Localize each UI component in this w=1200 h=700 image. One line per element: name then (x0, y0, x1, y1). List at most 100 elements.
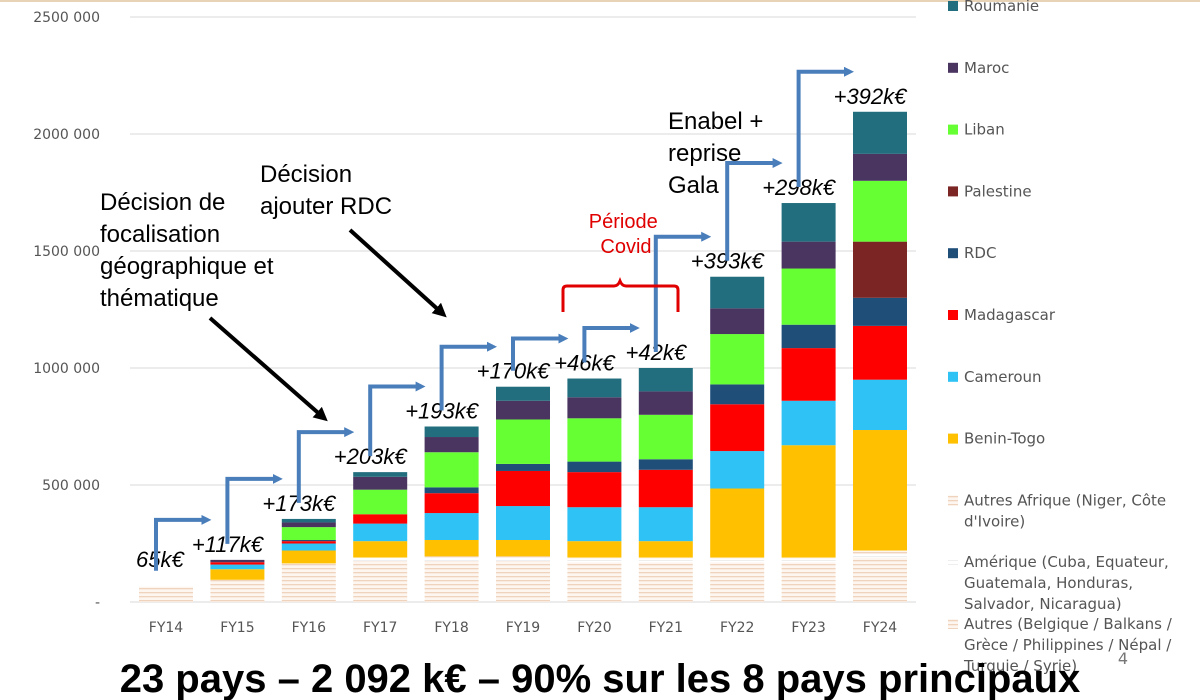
bar-segment (710, 562, 765, 602)
bar-segment (853, 550, 907, 555)
y-tick-label: 1500 000 (33, 244, 100, 260)
bar-segment (781, 558, 836, 563)
growth-arrow (725, 158, 783, 261)
growth-arrow (511, 333, 569, 371)
growth-arrow (368, 381, 426, 457)
annotation-covid: Période Covid (589, 211, 664, 258)
bar-segment (710, 308, 765, 335)
bar-segment (424, 539, 479, 557)
bar-segment (710, 558, 765, 563)
bar-segment (638, 557, 693, 559)
bar-segment (638, 469, 693, 508)
y-tick-label: 2000 000 (33, 127, 100, 143)
bar-segment (853, 325, 907, 380)
bar-segment (853, 153, 907, 181)
legend-label: Maroc (964, 59, 1009, 77)
legend-swatch (948, 495, 958, 506)
legend-swatch (948, 62, 958, 73)
bar-segment (853, 379, 907, 431)
bar-segment (281, 563, 336, 602)
bar-segment (710, 488, 765, 558)
bar-segment (496, 561, 550, 602)
bar-segment (710, 557, 765, 559)
legend-swatch (948, 248, 958, 259)
bar-segment (281, 543, 336, 551)
bar-segment (424, 452, 479, 488)
bar-segment (781, 562, 836, 602)
x-tick-label: FY18 (434, 620, 468, 636)
bar-segment (281, 550, 336, 564)
growth-label: 65k€ (136, 547, 185, 572)
x-axis-tick-labels: FY14 FY15 FY16 FY17 FY18 FY19 FY20 FY21 FY22 FY23… (149, 620, 898, 636)
legend-swatch (948, 186, 958, 197)
bar-segment (638, 541, 693, 558)
bar-segment (710, 334, 765, 385)
legend-label: Roumanie (964, 0, 1039, 15)
bar-segment (853, 430, 907, 551)
y-tick-label: - (95, 595, 100, 611)
bar-segment (496, 463, 550, 471)
growth-arrow (225, 473, 283, 544)
annotation-arrow-focus (208, 316, 328, 422)
bar-segment (567, 541, 622, 558)
legend-swatch (948, 619, 958, 629)
bar-segment (781, 445, 836, 558)
legend: Roumanie Maroc Liban Palestine RDC Madagascar… (948, 0, 1173, 675)
growth-label: +392k€ (834, 84, 909, 109)
page-number: 4 (1118, 649, 1128, 668)
legend-swatch (948, 371, 958, 382)
bar-segment (781, 268, 836, 325)
growth-arrow (154, 514, 212, 571)
legend-label: Benin-Togo (964, 430, 1045, 448)
bar-segment (281, 539, 336, 542)
bar-segment (353, 541, 408, 558)
annotation-arrow-rdc (348, 228, 447, 318)
bar-segment (781, 241, 836, 269)
bar-segment (567, 557, 622, 559)
bar-segment (781, 324, 836, 349)
y-tick-label: 2500 000 (33, 10, 100, 26)
bar-segment (638, 507, 693, 542)
bar-segment (638, 368, 693, 392)
bar-segment (424, 493, 479, 514)
bar-segment (853, 111, 907, 154)
bar-segment (210, 569, 265, 580)
bar-segment (496, 556, 550, 558)
bar-segment (567, 418, 622, 462)
bar-segment (567, 472, 622, 508)
annotation-rdc: Décision ajouter RDC (260, 161, 392, 220)
bar-segment (567, 378, 622, 398)
legend-swatch (948, 557, 958, 568)
bar-segment (281, 527, 336, 540)
bar-segment (353, 476, 408, 490)
bar-segment (424, 513, 479, 540)
bar-segment (353, 557, 408, 562)
bar-segment (139, 586, 193, 602)
bar-segment (710, 276, 765, 309)
bar-segment (710, 384, 765, 405)
bar-segment (638, 459, 693, 470)
bar-segment (638, 562, 693, 602)
x-tick-label: FY24 (863, 620, 898, 636)
bar-segment (424, 426, 479, 438)
bar-segment (710, 404, 765, 452)
bar-segment (567, 558, 622, 563)
legend-label: RDC (964, 244, 996, 262)
growth-arrow (653, 231, 712, 352)
legend-label: Palestine (964, 182, 1032, 200)
bar-segment (853, 241, 907, 298)
bar-segment (638, 391, 693, 415)
bar-segment (781, 348, 836, 401)
bar-segment (496, 470, 550, 507)
bar-segment (496, 400, 550, 420)
legend-swatch (948, 310, 958, 320)
x-tick-label: FY15 (220, 620, 254, 636)
growth-arrow (296, 427, 355, 503)
legend-label: Liban (964, 121, 1005, 139)
growth-arrow (796, 66, 854, 188)
bar-segment (638, 558, 693, 563)
x-tick-label: FY20 (577, 620, 611, 636)
legend-swatch (948, 1, 958, 11)
legend-label: Autres (Belgique / Balkans / Grèce / Phil… (963, 615, 1173, 675)
bar-segment (781, 400, 836, 446)
